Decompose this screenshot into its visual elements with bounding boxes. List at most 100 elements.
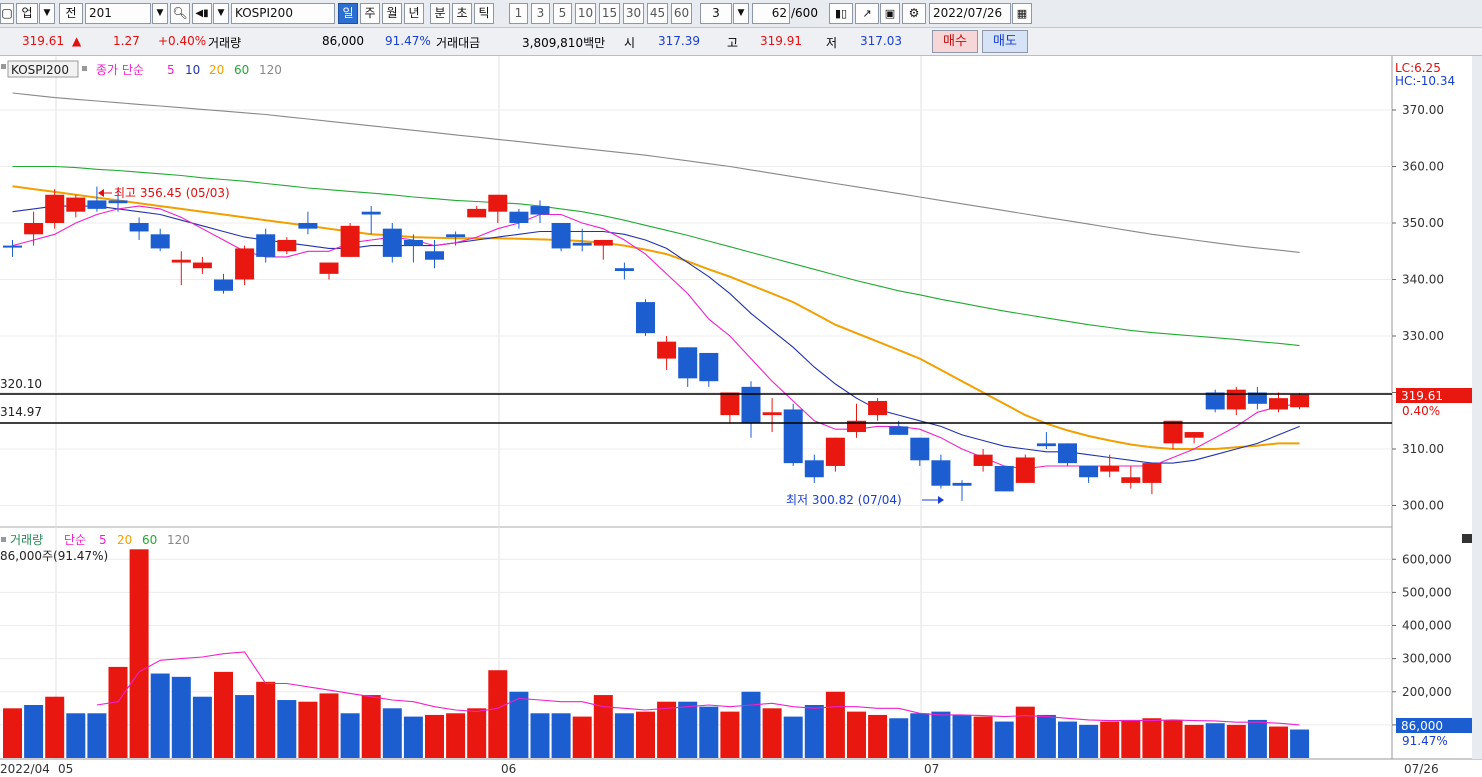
volume-bar bbox=[108, 666, 128, 758]
volume-bar bbox=[699, 706, 719, 758]
interval-button[interactable]: 45 bbox=[647, 3, 668, 24]
ma120-line bbox=[12, 92, 1300, 253]
interval-button[interactable]: 30 bbox=[623, 3, 644, 24]
current-price: 319.61 bbox=[22, 34, 64, 48]
candle-body bbox=[1226, 389, 1246, 410]
price-tick-label: 350.00 bbox=[1402, 216, 1444, 230]
period-tab[interactable]: 주 bbox=[360, 3, 380, 24]
market-type-button[interactable]: 업 bbox=[16, 3, 38, 24]
period-tab[interactable]: 분 bbox=[430, 3, 450, 24]
interval-button[interactable]: 5 bbox=[553, 3, 572, 24]
volume-bar bbox=[762, 708, 782, 758]
interval-button[interactable]: 3 bbox=[531, 3, 550, 24]
price-tick-label: 370.00 bbox=[1402, 103, 1444, 117]
volume-legend-label: 거래량 bbox=[10, 533, 43, 547]
interval-button[interactable]: 1 bbox=[509, 3, 528, 24]
code-input[interactable]: 201 bbox=[85, 3, 151, 24]
speaker-icon[interactable]: ◀▮ bbox=[192, 3, 212, 24]
date-input[interactable]: 2022/07/26 bbox=[929, 3, 1011, 24]
chart-grid bbox=[0, 56, 1393, 759]
symbol-name-field[interactable]: KOSPI200 bbox=[231, 3, 335, 24]
volume-bar bbox=[509, 691, 529, 758]
period-tab[interactable]: 초 bbox=[452, 3, 472, 24]
buy-button[interactable]: 매수 bbox=[932, 30, 978, 53]
code-dropdown-icon[interactable]: ▼ bbox=[152, 3, 168, 24]
market-dropdown-icon[interactable]: ▼ bbox=[39, 3, 55, 24]
period-tab[interactable]: 월 bbox=[382, 3, 402, 24]
vertical-scrollbar[interactable] bbox=[1472, 56, 1482, 759]
volume-bar bbox=[910, 713, 930, 758]
candle-body bbox=[150, 234, 170, 249]
chart-background bbox=[0, 56, 1482, 777]
volume-bar bbox=[319, 693, 339, 758]
volume-bar bbox=[298, 701, 318, 758]
candle-body bbox=[340, 225, 360, 257]
volume-bar bbox=[467, 708, 487, 758]
volume-bar bbox=[825, 691, 845, 758]
interval-button[interactable]: 60 bbox=[671, 3, 692, 24]
candle-body bbox=[87, 200, 107, 209]
panel-toggle-icon[interactable]: ▢ bbox=[0, 3, 14, 24]
price-legend: KOSPI200 종가 단순 5 10 20 60 120 bbox=[1, 60, 282, 78]
volume-bar bbox=[804, 705, 824, 758]
gear-icon[interactable]: ⚙ bbox=[902, 3, 926, 24]
ma-legend-label: 종가 단순 bbox=[96, 63, 144, 77]
volume-bar bbox=[214, 671, 233, 758]
volume-bar bbox=[361, 695, 381, 758]
vol-ma120-legend: 120 bbox=[167, 533, 190, 547]
volume-bar bbox=[277, 700, 297, 758]
candle-body bbox=[108, 200, 128, 204]
x-tick-label: 05 bbox=[58, 762, 73, 776]
candle-body bbox=[1015, 457, 1035, 483]
interval-dropdown-icon[interactable]: ▼ bbox=[733, 3, 749, 24]
volume-legend: 거래량 단순 5 20 60 120 86,000주(91.47%) bbox=[0, 533, 190, 563]
period-tab[interactable]: 년 bbox=[404, 3, 424, 24]
stock-chart[interactable]: 370.00 360.00 350.00 340.00 330.00 310.00 300.… bbox=[0, 56, 1482, 777]
volume-bar bbox=[1205, 723, 1225, 758]
volume-bar bbox=[192, 696, 212, 758]
panel-close-icon[interactable] bbox=[1462, 534, 1472, 543]
volume-bar bbox=[994, 721, 1014, 758]
x-axis: 2022/04 05 06 07 07/26 bbox=[0, 758, 1482, 777]
calendar-icon[interactable]: ▦ bbox=[1012, 3, 1032, 24]
volume-bar bbox=[1269, 726, 1288, 758]
interval-button[interactable]: 15 bbox=[599, 3, 620, 24]
current-price-tag-label: 319.61 bbox=[1401, 389, 1443, 403]
prefix-button[interactable]: 전 bbox=[59, 3, 83, 24]
candle-body bbox=[24, 223, 44, 235]
candle-body bbox=[551, 223, 571, 249]
period-tab[interactable]: 일 bbox=[338, 3, 358, 24]
open-value: 317.39 bbox=[658, 34, 700, 48]
volume-bar bbox=[657, 701, 677, 758]
candle-body bbox=[214, 279, 233, 291]
volume-bar bbox=[530, 713, 550, 758]
candle-body bbox=[720, 392, 740, 416]
interval-value-field[interactable]: 3 bbox=[700, 3, 732, 24]
list-dropdown-icon[interactable]: ▼ bbox=[213, 3, 229, 24]
count-input[interactable]: 62 bbox=[752, 3, 790, 24]
interval-button[interactable]: 10 bbox=[575, 3, 596, 24]
volume-bar bbox=[340, 713, 360, 758]
volume-bar bbox=[3, 708, 22, 758]
candle-body bbox=[614, 268, 634, 272]
sell-button[interactable]: 매도 bbox=[982, 30, 1028, 53]
search-icon[interactable]: 🔍︎ bbox=[170, 3, 190, 24]
indicator-icon[interactable]: ↗ bbox=[855, 3, 879, 24]
chart-axes: 370.00 360.00 350.00 340.00 330.00 310.00 300.… bbox=[1392, 103, 1452, 726]
volume-bar bbox=[425, 714, 444, 758]
candle-body bbox=[1247, 392, 1267, 404]
candle-type-icon[interactable]: ▮▯ bbox=[829, 3, 853, 24]
amount-label: 거래대금 bbox=[436, 36, 481, 50]
candle-body bbox=[256, 234, 276, 257]
lc-label: LC:6.25 bbox=[1395, 61, 1441, 75]
candle-body bbox=[636, 302, 655, 334]
period-tab[interactable]: 틱 bbox=[474, 3, 494, 24]
volume-bar bbox=[889, 718, 909, 758]
ma10-legend: 10 bbox=[185, 63, 200, 77]
save-icon[interactable]: ▣ bbox=[880, 3, 900, 24]
volume-current-tag-label: 86,000 bbox=[1401, 719, 1443, 733]
candle-body bbox=[425, 251, 444, 260]
volume-bar bbox=[1184, 724, 1204, 758]
ma60-line bbox=[12, 165, 1300, 347]
candle-body bbox=[235, 248, 255, 280]
